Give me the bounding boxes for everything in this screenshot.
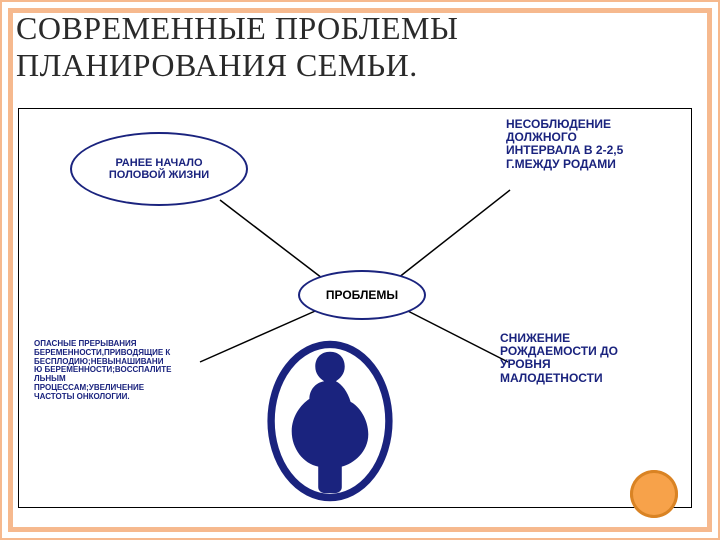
slide-title: СОВРЕМЕННЫЕ ПРОБЛЕМЫ ПЛАНИРОВАНИЯ СЕМЬИ. [16, 10, 458, 84]
pregnant-woman-silhouette-icon [255, 340, 405, 502]
center-node-label: ПРОБЛЕМЫ [326, 288, 398, 302]
center-node: ПРОБЛЕМЫ [298, 270, 426, 320]
leaf-node-label: РАНЕЕ НАЧАЛОПОЛОВОЙ ЖИЗНИ [109, 157, 209, 181]
title-line-2: ПЛАНИРОВАНИЯ СЕМЬИ. [16, 47, 458, 84]
leaf-node-low-birthrate: СНИЖЕНИЕРОЖДАЕМОСТИ ДОУРОВНЯМАЛОДЕТНОСТИ [500, 332, 680, 385]
leaf-node-dangerous-abortions: ОПАСНЫЕ ПРЕРЫВАНИЯБЕРЕМЕННОСТИ,ПРИВОДЯЩИ… [34, 340, 230, 402]
accent-circle-decoration [630, 470, 678, 518]
title-line-1: СОВРЕМЕННЫЕ ПРОБЛЕМЫ [16, 10, 458, 47]
leaf-node-interval: НЕСОБЛЮДЕНИЕДОЛЖНОГОИНТЕРВАЛА В 2-2,5Г.М… [506, 118, 686, 171]
leaf-node-early-start: РАНЕЕ НАЧАЛОПОЛОВОЙ ЖИЗНИ [70, 132, 248, 206]
